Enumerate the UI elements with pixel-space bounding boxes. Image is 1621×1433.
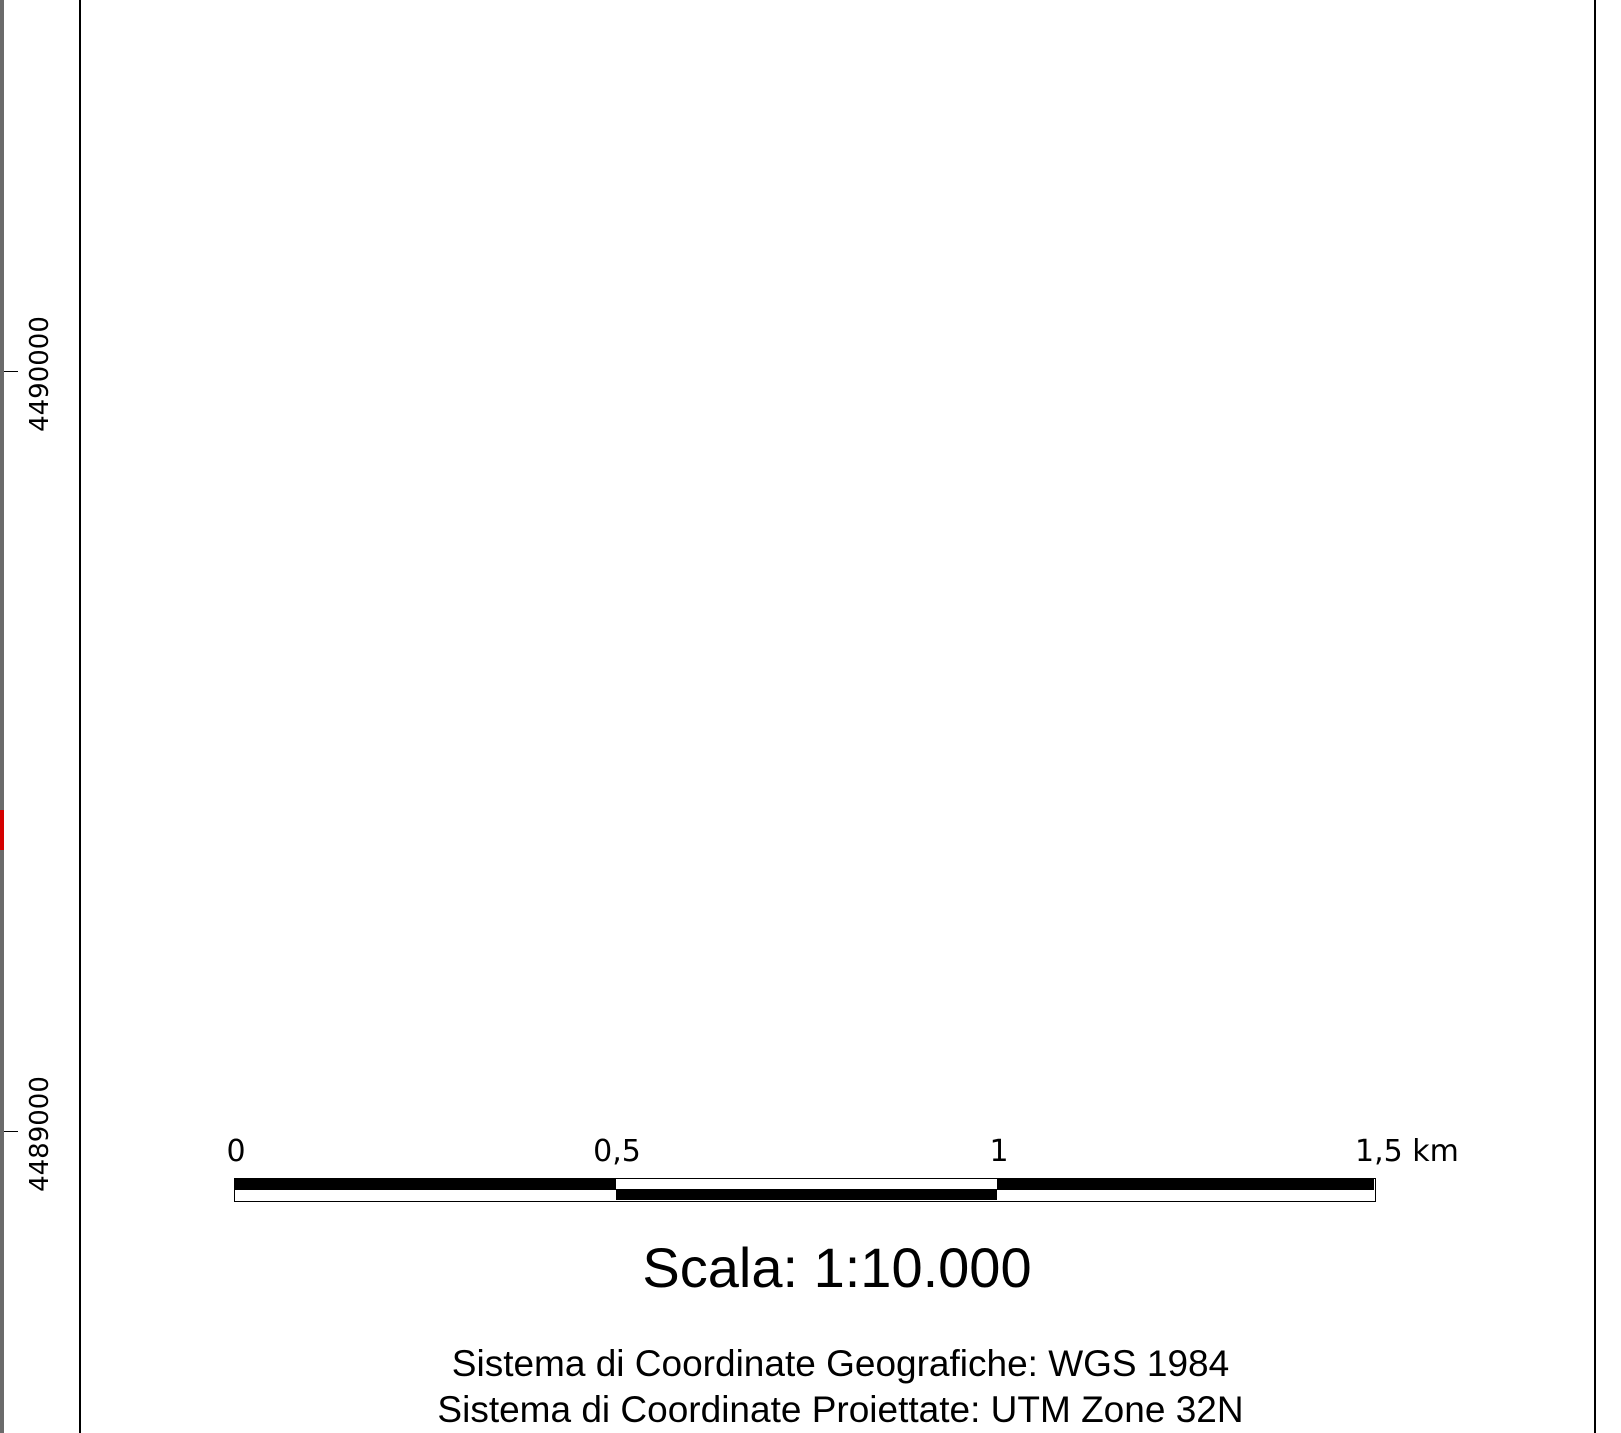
map-frame-left: [79, 0, 81, 1433]
map-edge-red-accent: [0, 810, 4, 850]
scale-bar: [234, 1178, 1376, 1202]
scale-ratio-text: Scala: 1:10.000: [642, 1236, 1032, 1299]
northing-label-4490000: 4490000: [25, 316, 55, 432]
scalebar-segment-1-top: [235, 1179, 616, 1190]
map-edge-strip: [0, 0, 4, 1433]
northing-label-4489000: 4489000: [25, 1076, 55, 1192]
scalebar-segment-3-top: [997, 1179, 1374, 1190]
scalebar-label-0-5: 0,5: [593, 1134, 641, 1169]
map-frame-right: [1594, 0, 1596, 1433]
scalebar-label-1-5-km: 1,5 km: [1355, 1134, 1459, 1169]
scalebar-segment-2-bottom: [616, 1189, 997, 1200]
crs-projected-text: Sistema di Coordinate Proiettate: UTM Zo…: [437, 1389, 1244, 1430]
northing-tick-4490000: [4, 371, 18, 372]
scalebar-label-1: 1: [989, 1134, 1009, 1169]
scalebar-label-0: 0: [226, 1134, 246, 1169]
crs-geographic-text: Sistema di Coordinate Geografiche: WGS 1…: [451, 1343, 1230, 1384]
northing-tick-4489000: [4, 1131, 18, 1132]
